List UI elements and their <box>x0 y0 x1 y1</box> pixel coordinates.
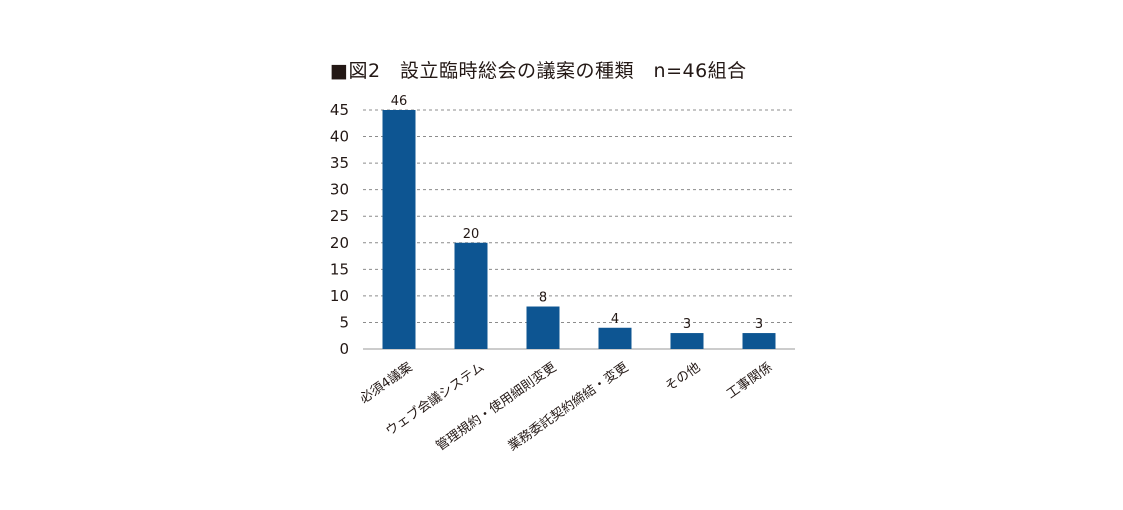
category-label: その他 <box>663 360 704 395</box>
y-tick-label: 20 <box>330 234 349 252</box>
y-tick-label: 10 <box>330 287 349 305</box>
y-tick-label: 40 <box>330 128 349 146</box>
y-tick-label: 45 <box>330 101 349 119</box>
category-label: 業務委託契約締結・変更 <box>505 359 631 454</box>
category-label: 工事関係 <box>724 360 775 402</box>
data-label: 4 <box>611 312 619 327</box>
bar <box>598 327 632 349</box>
y-tick-label: 0 <box>339 340 349 358</box>
data-label: 3 <box>755 317 763 332</box>
y-tick-label: 30 <box>330 181 349 199</box>
y-tick-label: 15 <box>330 260 349 278</box>
data-label: 20 <box>463 227 480 242</box>
bar <box>742 333 776 349</box>
category-label: 必須4議案 <box>357 360 415 407</box>
category-label: 管理規約・使用細則変更 <box>433 359 559 454</box>
bar <box>454 242 488 349</box>
data-label: 3 <box>683 317 691 332</box>
y-tick-label: 25 <box>330 207 349 225</box>
chart-title: ■図2 設立臨時総会の議案の種類 n=46組合 <box>330 60 747 82</box>
data-label: 8 <box>539 291 547 306</box>
bar <box>526 306 560 349</box>
bar <box>670 333 704 349</box>
bar <box>382 110 416 349</box>
y-tick-label: 5 <box>339 313 349 331</box>
data-label: 46 <box>391 94 408 109</box>
y-tick-label: 35 <box>330 154 349 172</box>
